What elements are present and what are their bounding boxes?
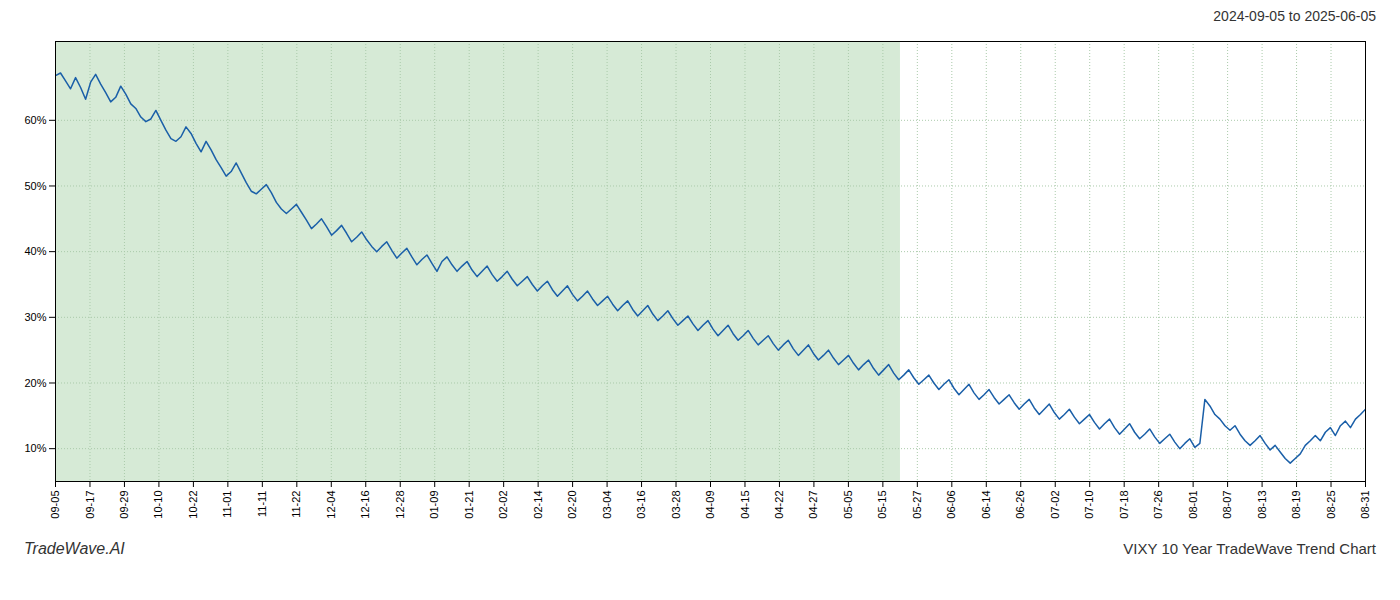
svg-text:09-17: 09-17: [83, 491, 95, 519]
svg-text:30%: 30%: [24, 311, 46, 323]
svg-text:12-04: 12-04: [325, 491, 337, 519]
svg-text:02-20: 02-20: [566, 491, 578, 519]
html-text:TradeWave.AI: TradeWave.AI: [24, 540, 125, 557]
svg-text:04-09: 04-09: [704, 491, 716, 519]
svg-text:11-11: 11-11: [256, 491, 268, 518]
svg-text:06-14: 06-14: [980, 491, 992, 519]
svg-text:11-22: 11-22: [290, 491, 302, 518]
svg-text:06-06: 06-06: [945, 491, 957, 519]
svg-text:08-25: 08-25: [1325, 491, 1337, 519]
svg-text:03-04: 03-04: [601, 491, 613, 519]
svg-text:05-27: 05-27: [911, 491, 923, 519]
svg-text:01-09: 01-09: [428, 491, 440, 519]
svg-text:08-07: 08-07: [1221, 491, 1233, 519]
svg-text:11-01: 11-01: [221, 491, 233, 518]
svg-text:10%: 10%: [24, 442, 46, 454]
svg-text:01-21: 01-21: [463, 491, 475, 519]
svg-text:03-16: 03-16: [635, 491, 647, 519]
svg-text:12-28: 12-28: [394, 491, 406, 519]
svg-text:03-28: 03-28: [670, 491, 682, 519]
svg-text:05-15: 05-15: [876, 491, 888, 519]
svg-text:40%: 40%: [24, 245, 46, 257]
svg-text:08-13: 08-13: [1256, 491, 1268, 519]
svg-text:09-05: 09-05: [49, 491, 61, 519]
svg-text:04-27: 04-27: [807, 491, 819, 519]
svg-text:04-22: 04-22: [773, 491, 785, 519]
svg-text:10-22: 10-22: [187, 491, 199, 519]
svg-text:02-14: 02-14: [532, 491, 544, 519]
svg-text:02-02: 02-02: [497, 491, 509, 519]
svg-text:50%: 50%: [24, 179, 46, 191]
svg-text:07-10: 07-10: [1083, 491, 1095, 519]
html-text:VIXY 10 Year TradeWave Trend C: VIXY 10 Year TradeWave Trend Chart: [1123, 540, 1376, 557]
svg-text:08-31: 08-31: [1359, 491, 1371, 519]
svg-text:12-16: 12-16: [359, 491, 371, 519]
svg-text:05-05: 05-05: [842, 491, 854, 519]
svg-text:08-19: 08-19: [1290, 491, 1302, 519]
svg-text:07-26: 07-26: [1152, 491, 1164, 519]
svg-text:07-18: 07-18: [1118, 491, 1130, 519]
svg-text:20%: 20%: [24, 377, 46, 389]
svg-text:07-02: 07-02: [1049, 491, 1061, 519]
html-text:2024-09-05 to 2025-06-05: 2024-09-05 to 2025-06-05: [1213, 8, 1376, 24]
svg-text:08-01: 08-01: [1187, 491, 1199, 519]
svg-text:10-10: 10-10: [152, 491, 164, 519]
svg-text:60%: 60%: [24, 114, 46, 126]
svg-text:09-29: 09-29: [118, 491, 130, 519]
svg-text:06-26: 06-26: [1014, 491, 1026, 519]
svg-text:04-15: 04-15: [738, 491, 750, 519]
